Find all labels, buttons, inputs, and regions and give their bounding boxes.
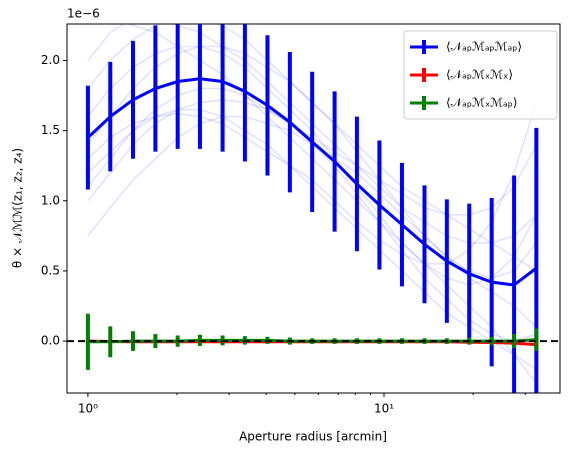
legend-label: ⟨𝒩ₐₚℳₓℳₓ⟩: [446, 68, 513, 82]
x-tick-label: 10¹: [374, 402, 394, 416]
legend-label: ⟨𝒩ₐₚℳₐₚℳₐₚ⟩: [446, 40, 522, 54]
x-axis-label: Aperture radius [arcmin]: [239, 430, 387, 444]
plot-area: [67, 24, 560, 393]
y-tick-label: 1.0: [41, 193, 60, 207]
offset-label: 1e−6: [67, 7, 100, 21]
x-tick-label: 10⁰: [78, 402, 98, 416]
y-tick-label: 0.0: [41, 334, 60, 348]
legend-label: ⟨𝒩ₐₚℳₓℳₐₚ⟩: [446, 96, 518, 110]
axes-frame: [66, 23, 561, 394]
legend-box: [403, 30, 558, 120]
y-tick-label: 2.0: [41, 53, 60, 67]
y-tick-label: 1.5: [41, 123, 60, 137]
overlay: ⟨𝒩ₐₚℳₐₚℳₐₚ⟩ ⟨𝒩ₐₚℳₓℳₓ⟩ ⟨𝒩ₐₚℳₓℳₐₚ⟩: [403, 30, 558, 120]
y-axis-label: θ × 𝒩ℳℳ(z₁, z₂, z₄): [11, 148, 25, 268]
y-tick-label: 0.5: [41, 263, 60, 277]
